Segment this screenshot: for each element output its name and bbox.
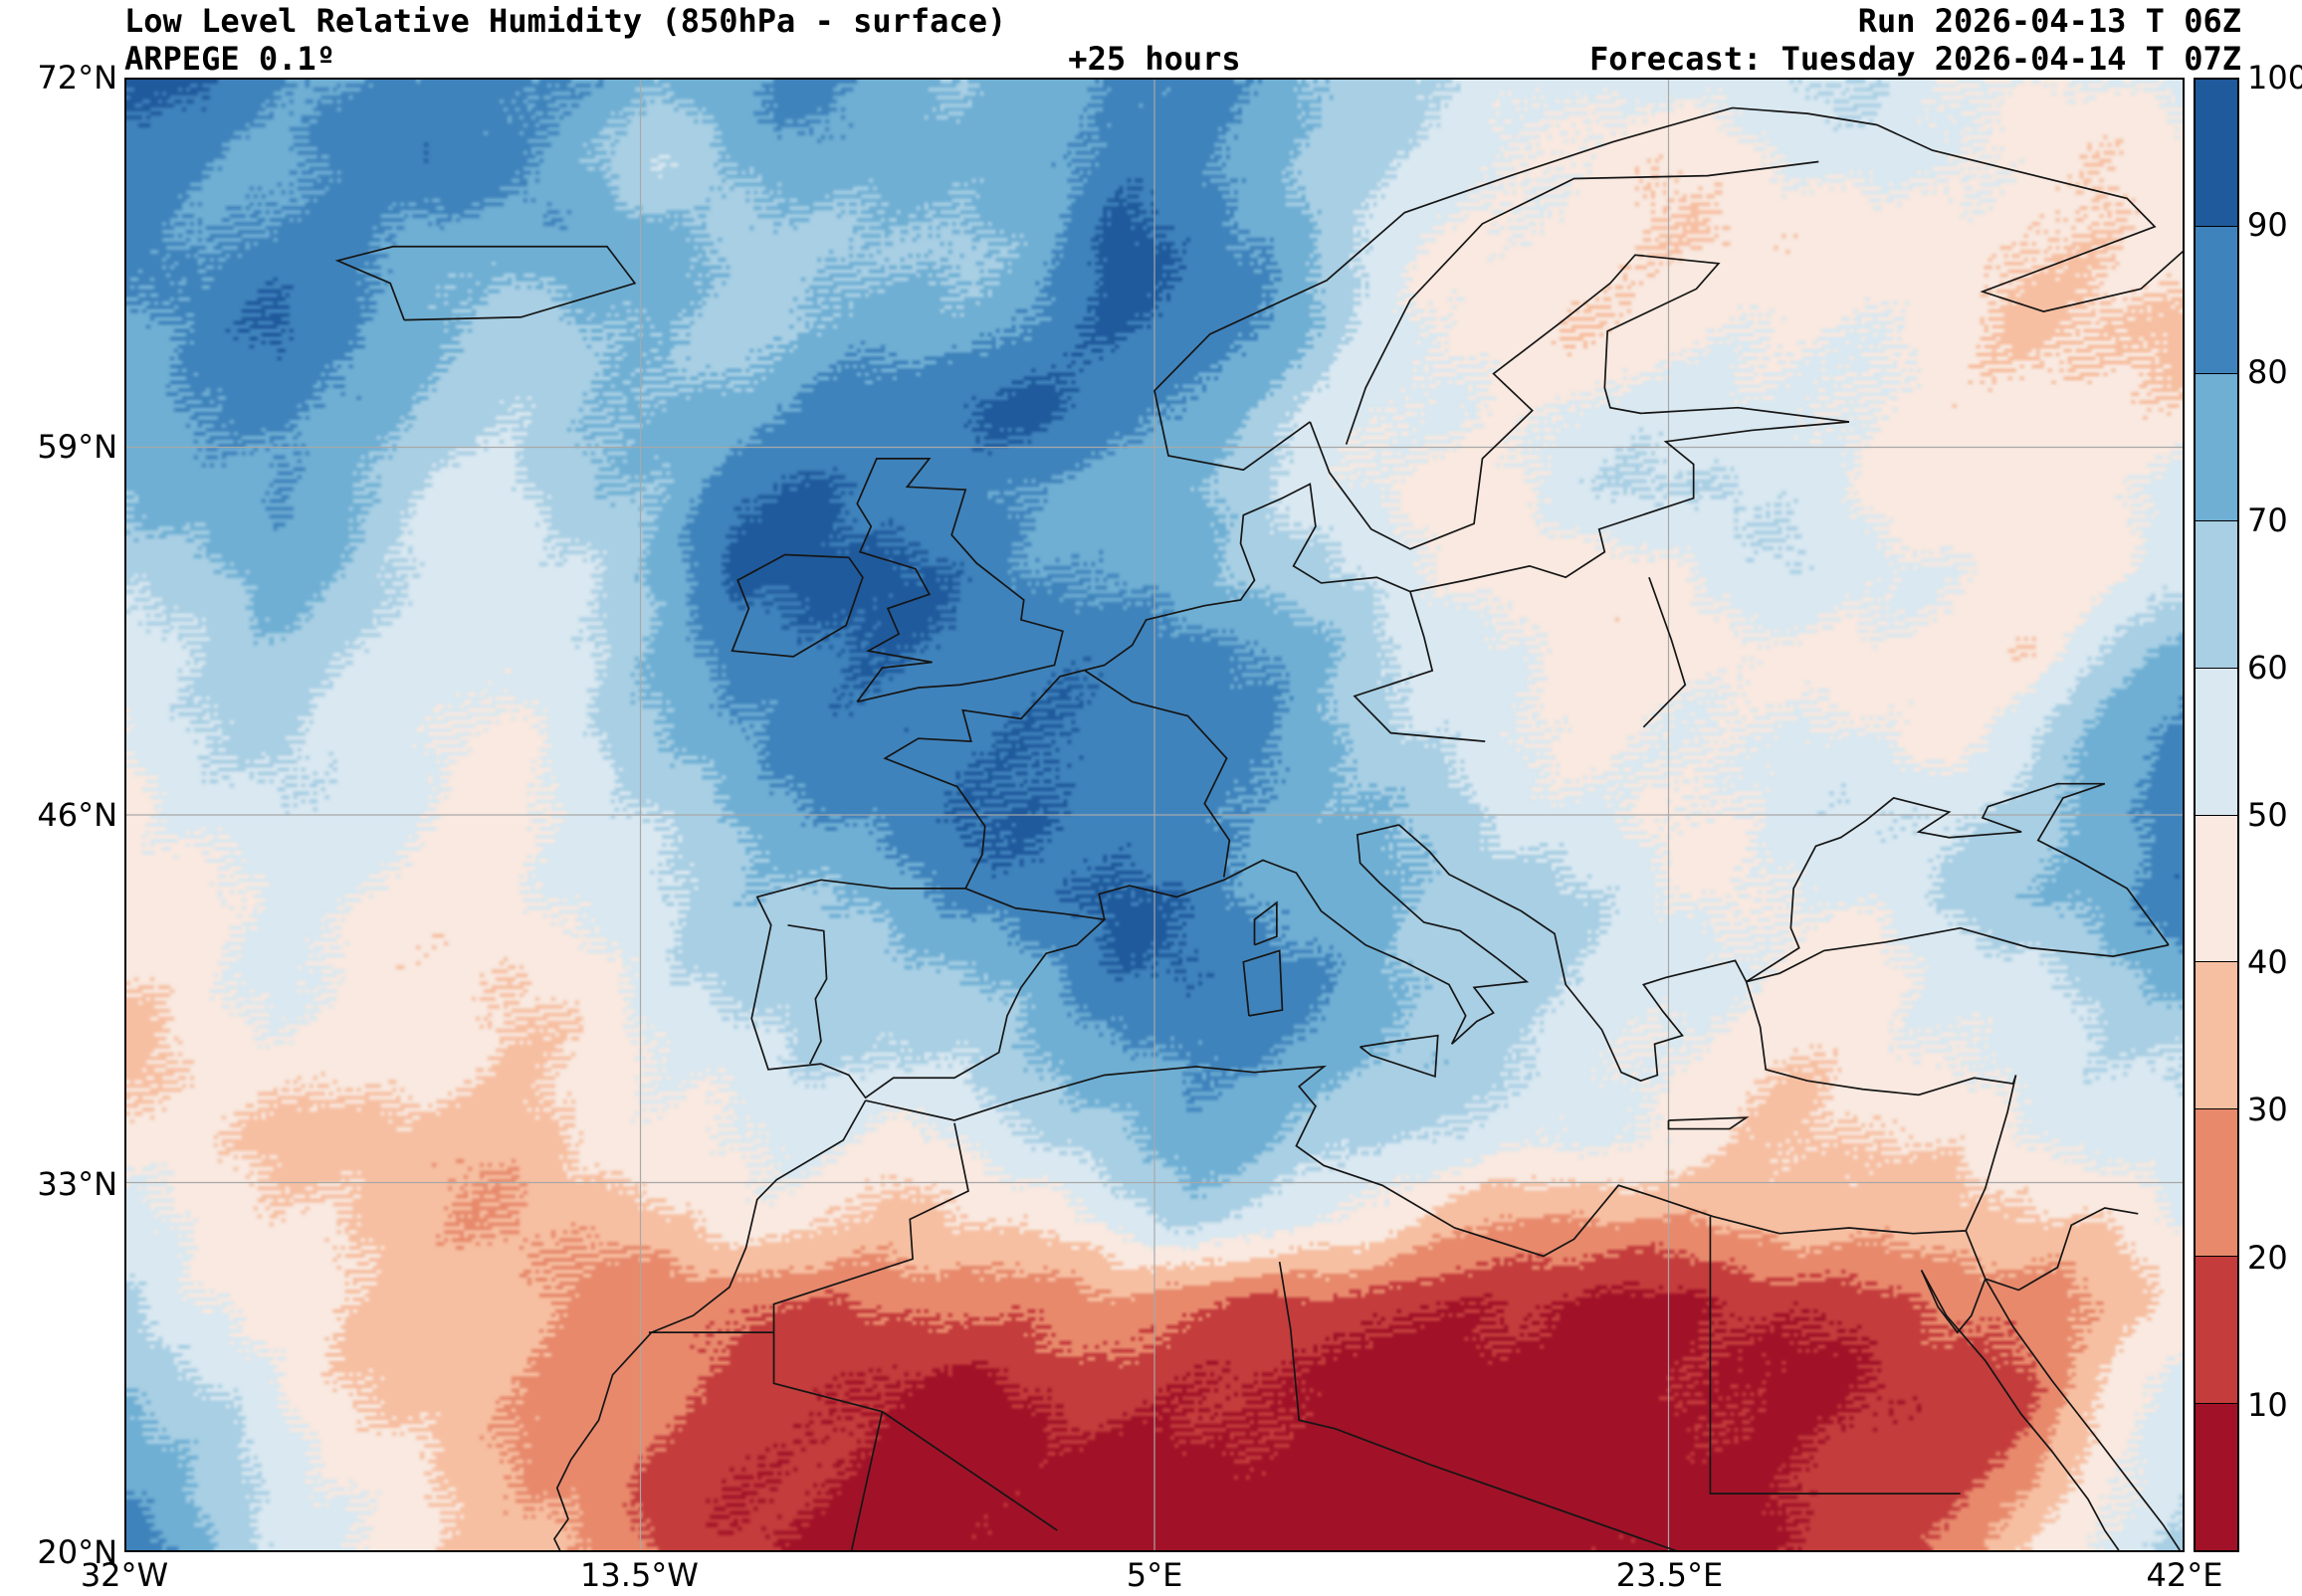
lon-tick-label-1: 13.5°W — [580, 1556, 699, 1594]
coastline-border — [552, 1099, 867, 1550]
coastline-border — [1920, 1270, 2120, 1550]
run-label: Run 2026-04-13 T 06Z — [1857, 2, 2241, 40]
colorbar-tick-label-40: 40 — [2247, 943, 2288, 982]
coastline-border — [1746, 782, 2170, 983]
colorbar-segment-40-50 — [2196, 814, 2237, 962]
lon-tick-label-4: 42°E — [2146, 1556, 2223, 1594]
coastline-border — [731, 553, 864, 658]
coastline-border — [1745, 981, 2017, 1097]
coastline-border — [1309, 254, 1850, 550]
lat-tick-label-0: 72°N — [37, 59, 117, 97]
colorbar-segment-50-60 — [2196, 667, 2237, 815]
coastline-border — [1253, 900, 1278, 946]
colorbar-segment-30-40 — [2196, 961, 2237, 1109]
coastline-border — [865, 1065, 2017, 1258]
coastline-border — [772, 1122, 969, 1333]
coastline-border — [1353, 591, 1486, 742]
coastline-border — [1709, 1216, 1961, 1496]
map-overlay-svg — [126, 80, 2183, 1550]
chart-title: Low Level Relative Humidity (850hPa - su… — [124, 2, 1007, 40]
lon-tick-label-3: 23.5°E — [1615, 1556, 1724, 1594]
coastline-border — [883, 421, 1850, 890]
colorbar-tick-label-30: 30 — [2247, 1091, 2288, 1129]
coastline-border — [1242, 949, 1284, 1017]
colorbar-tick-label-90: 90 — [2247, 206, 2288, 245]
coastline-border — [1084, 670, 1231, 878]
coastline-border — [772, 1332, 1058, 1531]
coastline-border — [334, 245, 637, 321]
colorbar-tick-label-60: 60 — [2247, 648, 2288, 687]
coastline-border — [1398, 824, 1748, 1083]
coastline-border — [1278, 1261, 1678, 1550]
colorbar-tick-label-100: 100 — [2247, 59, 2302, 97]
coastline-border — [1985, 1278, 2181, 1550]
colorbar — [2194, 78, 2239, 1552]
colorbar-tick-label-20: 20 — [2247, 1238, 2288, 1277]
forecast-label: Forecast: Tuesday 2026-04-14 T 07Z — [1588, 40, 2241, 78]
lat-tick-label-1: 59°N — [37, 427, 117, 466]
coastline-border — [1345, 160, 1819, 445]
lon-tick-label-2: 5°E — [1126, 1556, 1183, 1594]
coastline-border — [787, 923, 828, 1065]
coastline-border — [1098, 824, 1530, 1045]
colorbar-segment-60-70 — [2196, 519, 2237, 668]
coastline-border — [1153, 106, 2183, 472]
lon-tick-label-0: 32°W — [80, 1556, 169, 1594]
lat-tick-label-3: 33°N — [37, 1164, 117, 1203]
coastline-border — [1667, 1116, 1750, 1130]
colorbar-tick-label-10: 10 — [2247, 1385, 2288, 1424]
lat-tick-label-4: 20°N — [37, 1533, 117, 1571]
coastline-border — [856, 458, 1064, 703]
colorbar-segment-90-100 — [2196, 80, 2237, 226]
coastline-border — [750, 879, 1107, 1099]
map-area — [124, 78, 2185, 1552]
coastline-border — [850, 1411, 884, 1550]
colorbar-segment-70-80 — [2196, 372, 2237, 520]
colorbar-segment-10-20 — [2196, 1256, 2237, 1404]
coastline-border — [1965, 1207, 2139, 1292]
coastline-border — [1642, 576, 1687, 728]
colorbar-segment-20-30 — [2196, 1108, 2237, 1257]
model-label: ARPEGE 0.1º — [124, 40, 335, 78]
colorbar-segment-0-10 — [2196, 1403, 2237, 1551]
colorbar-segment-80-90 — [2196, 225, 2237, 373]
lat-tick-label-2: 46°N — [37, 796, 117, 834]
colorbar-tick-label-50: 50 — [2247, 796, 2288, 834]
colorbar-tick-label-80: 80 — [2247, 353, 2288, 392]
colorbar-tick-label-70: 70 — [2247, 500, 2288, 539]
lead-time-label: +25 hours — [1068, 40, 1241, 78]
coastline-border — [1746, 926, 2170, 983]
coastline-border — [1920, 1270, 1987, 1334]
coastline-border — [1360, 1034, 1439, 1079]
